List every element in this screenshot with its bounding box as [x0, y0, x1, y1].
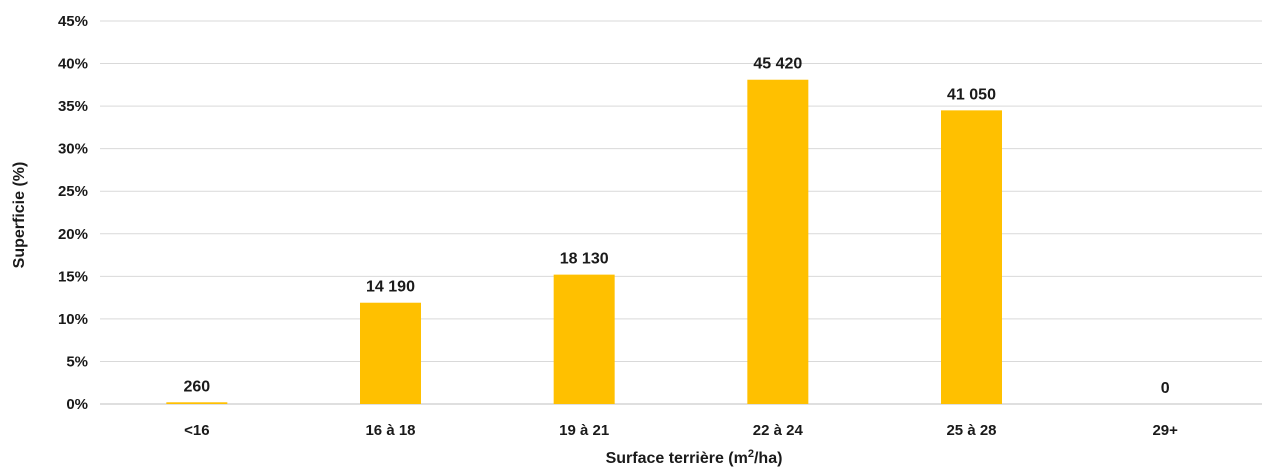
data-label: 18 130: [560, 251, 609, 268]
y-tick-label: 15%: [58, 268, 88, 285]
x-tick-label: 16 à 18: [365, 422, 415, 439]
x-axis-title-main: Surface terrière (m: [606, 450, 748, 467]
y-tick-label: 45%: [58, 13, 88, 30]
bar: [553, 274, 615, 404]
y-tick-label: 40%: [58, 56, 88, 73]
y-tick-label: 20%: [58, 226, 88, 243]
x-tick-label: 22 à 24: [753, 422, 804, 439]
bar: [747, 79, 809, 404]
x-tick-label: <16: [184, 422, 209, 439]
x-tick-label: 25 à 28: [946, 422, 996, 439]
gridlines: [100, 20, 1262, 405]
y-axis-ticks: 0% 5% 10% 15% 20% 25% 30% 35% 40% 45%: [58, 13, 88, 413]
data-label: 45 420: [753, 56, 802, 73]
bar: [360, 302, 421, 404]
x-axis-title-end: /ha): [754, 450, 782, 467]
y-axis-title: Superficie (%): [11, 162, 28, 269]
y-tick-label: 35%: [58, 98, 88, 115]
data-label: 14 190: [366, 279, 415, 296]
data-label: 0: [1161, 380, 1170, 397]
bar: [166, 402, 228, 404]
x-axis-title-superscript: 2: [748, 448, 754, 460]
data-labels: 260 14 190 18 130 45 420 41 050 0: [183, 56, 1169, 397]
x-axis-ticks: <16 16 à 18 19 à 21 22 à 24 25 à 28 29+: [184, 422, 1178, 439]
y-tick-label: 25%: [58, 183, 88, 200]
y-tick-label: 5%: [66, 353, 88, 370]
x-tick-label: 19 à 21: [559, 422, 609, 439]
y-tick-label: 30%: [58, 141, 88, 158]
x-tick-label: 29+: [1152, 422, 1178, 439]
y-tick-label: 0%: [66, 396, 88, 413]
x-axis-title: Surface terrière (m2/ha): [606, 448, 783, 467]
data-label: 41 050: [947, 86, 996, 103]
y-tick-label: 10%: [58, 311, 88, 328]
bars: [166, 79, 1002, 404]
data-label: 260: [183, 378, 210, 395]
bar: [941, 110, 1002, 404]
